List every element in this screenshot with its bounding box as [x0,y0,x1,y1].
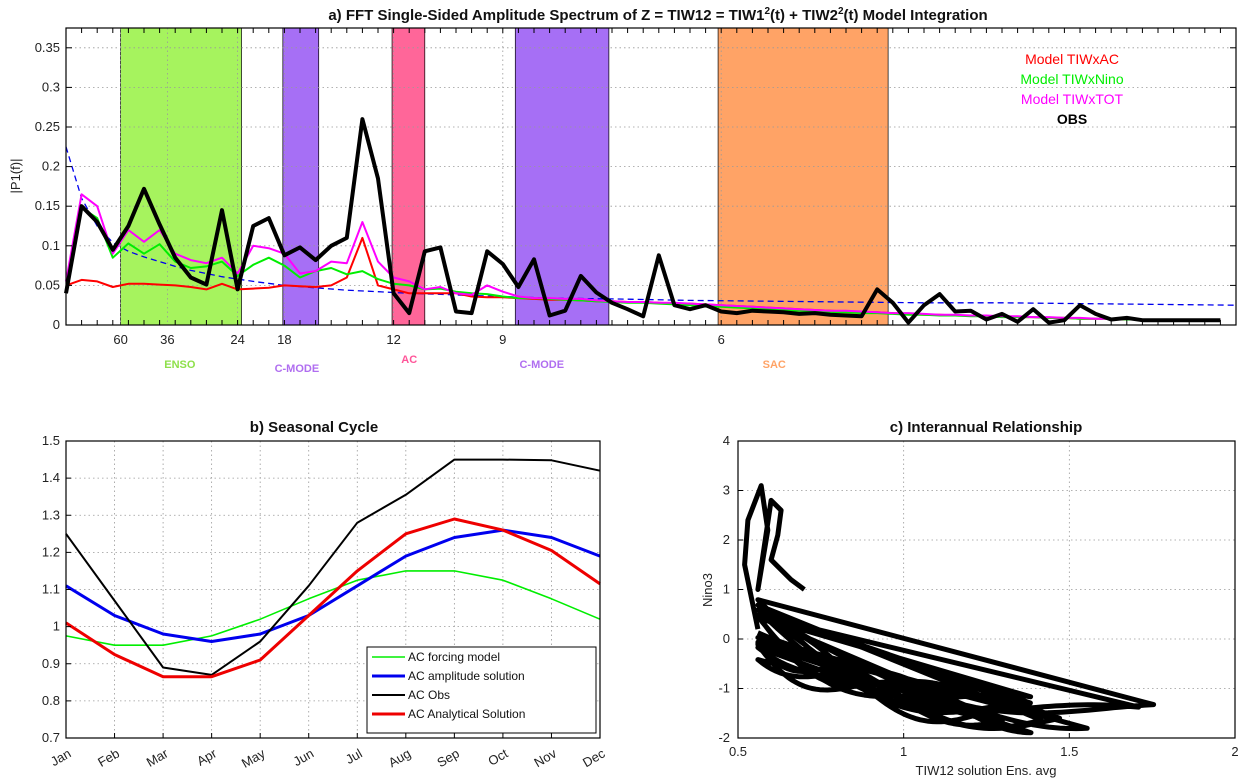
ytick-label-b-1: 0.8 [42,693,60,708]
ytick-label-a-4: 0.2 [42,159,60,174]
panel-a-title-part-1: a) FFT Single-Sided Amplitude Spectrum o… [328,7,764,24]
legend-entry-b-1: AC forcing model [408,650,500,664]
ytick-label-c-1: -1 [718,681,730,696]
panel-b-title: b) Seasonal Cycle [250,419,378,436]
ytick-label-b-4: 1.1 [42,582,60,597]
xtick-label-a-0: 60 [113,332,127,347]
ytick-label-b-2: 0.9 [42,656,60,671]
band-4 [514,27,610,326]
ytick-label-b-8: 1.5 [42,433,60,448]
xtick-label-b-0: Jan [48,746,74,769]
ytick-label-b-6: 1.3 [42,507,60,522]
xtick-label-b-5: Jun [291,746,317,769]
scatter-spike-c [742,483,806,630]
panel-c-ylabel: Nino3 [700,573,715,607]
ytick-label-b-3: 1 [53,619,60,634]
xtick-label-a-4: 12 [386,332,400,347]
series-b-1 [65,570,601,647]
band-label-3: AC [401,354,417,366]
xtick-label-a-3: 18 [277,332,291,347]
panel-a-bands: ENSO C-MODE AC C-MODE SAC [120,27,889,375]
panel-b-series [65,458,601,679]
xtick-label-c-2: 1.5 [1060,744,1078,759]
band-2 [282,27,320,326]
legend-entry-a-1: Model TIWxAC [1025,51,1119,67]
ytick-label-b-5: 1.2 [42,544,60,559]
xtick-label-a-6: 6 [718,332,725,347]
xtick-label-a-1: 36 [160,332,174,347]
panel-c: c) Interannual Relationship -2 -1 0 1 2 3 4 0.5… [700,419,1239,778]
ytick-label-c-4: 2 [723,532,730,547]
panel-b-legend: AC forcing model AC amplitude solution AC … [366,646,597,734]
panel-a-title-part-3: (t) Model Integration [844,7,988,24]
series-a-1 [64,117,1221,325]
series-b-3 [65,458,601,676]
scatter-trajectory-c [755,597,1157,736]
panel-a-legend: Model TIWxAC Model TIWxNino Model TIWxTOT O… [1020,51,1123,127]
panel-a-title-sup-2: 2 [838,6,844,17]
xtick-label-a-2: 24 [230,332,244,347]
xtick-label-b-11: Dec [580,745,608,770]
ytick-label-a-6: 0.3 [42,79,60,94]
panel-c-title: c) Interannual Relationship [890,419,1083,436]
panel-a-ticks: 0 0.05 0.1 0.15 0.2 0.25 0.3 0.35 60 36 24 18 12 9 6 [35,28,1237,347]
xtick-label-b-4: May [239,745,268,771]
xtick-label-b-7: Aug [386,746,414,771]
xtick-label-b-8: Sep [434,746,462,771]
series-b-2 [65,528,601,643]
panel-a-axes-box [65,27,1237,326]
panel-c-ticks: -2 -1 0 1 2 3 4 0.5 1 1.5 2 [718,433,1238,759]
ytick-label-c-3: 1 [723,582,730,597]
xtick-label-c-1: 1 [900,744,907,759]
xtick-label-b-9: Oct [485,745,510,768]
series-b-4 [65,517,601,679]
legend-entry-b-2: AC amplitude solution [408,669,525,683]
ytick-label-b-7: 1.4 [42,470,60,485]
legend-entry-a-3: Model TIWxTOT [1021,91,1124,107]
ytick-label-c-6: 4 [723,433,730,448]
xtick-label-b-2: Mar [144,745,171,770]
series-a-4 [65,193,1221,322]
legend-entry-b-4: AC Analytical Solution [408,707,525,721]
legend-entry-a-4: OBS [1057,111,1087,127]
ytick-label-a-7: 0.35 [35,40,60,55]
xtick-label-b-6: Jul [343,746,365,767]
xtick-label-c-3: 2 [1231,744,1238,759]
panel-b: b) Seasonal Cycle 0.7 0.8 0.9 1 1.1 1.2 1.3 1.4… [42,419,608,771]
legend-box-b [366,646,597,734]
xtick-label-b-10: Nov [531,745,559,770]
ytick-label-a-5: 0.25 [35,119,60,134]
panel-a-ylabel: |P1(f)| [8,159,23,194]
ytick-label-c-5: 3 [723,483,730,498]
band-label-2: C-MODE [275,363,320,375]
panel-c-series [742,483,1157,736]
legend-entry-a-2: Model TIWxNino [1020,71,1123,87]
panel-a-title-part-2: (t) + TIW2 [770,7,838,24]
panel-a-title-sup-1: 2 [764,6,770,17]
band-5 [717,27,889,326]
band-label-1: ENSO [164,359,196,371]
ytick-label-a-3: 0.15 [35,198,60,213]
panel-c-xlabel: TIW12 solution Ens. avg [916,763,1057,778]
ytick-label-a-2: 0.1 [42,238,60,253]
band-label-4: C-MODE [519,359,564,371]
legend-entry-b-3: AC Obs [408,688,450,702]
xtick-label-b-3: Apr [194,745,220,768]
ytick-label-c-2: 0 [723,631,730,646]
band-label-5: SAC [763,359,786,371]
panel-a: a) FFT Single-Sided Amplitude Spectrum o… [8,6,1237,375]
ytick-label-b-0: 0.7 [42,730,60,745]
xtick-label-a-5: 9 [499,332,506,347]
ytick-label-a-1: 0.05 [35,277,60,292]
ytick-label-a-0: 0 [53,317,60,332]
xtick-label-c-0: 0.5 [729,744,747,759]
band-1 [120,27,242,326]
ytick-label-c-0: -2 [718,730,730,745]
panel-a-series [64,117,1237,325]
xtick-label-b-1: Feb [95,746,122,770]
panel-a-title: a) FFT Single-Sided Amplitude Spectrum o… [328,6,987,24]
